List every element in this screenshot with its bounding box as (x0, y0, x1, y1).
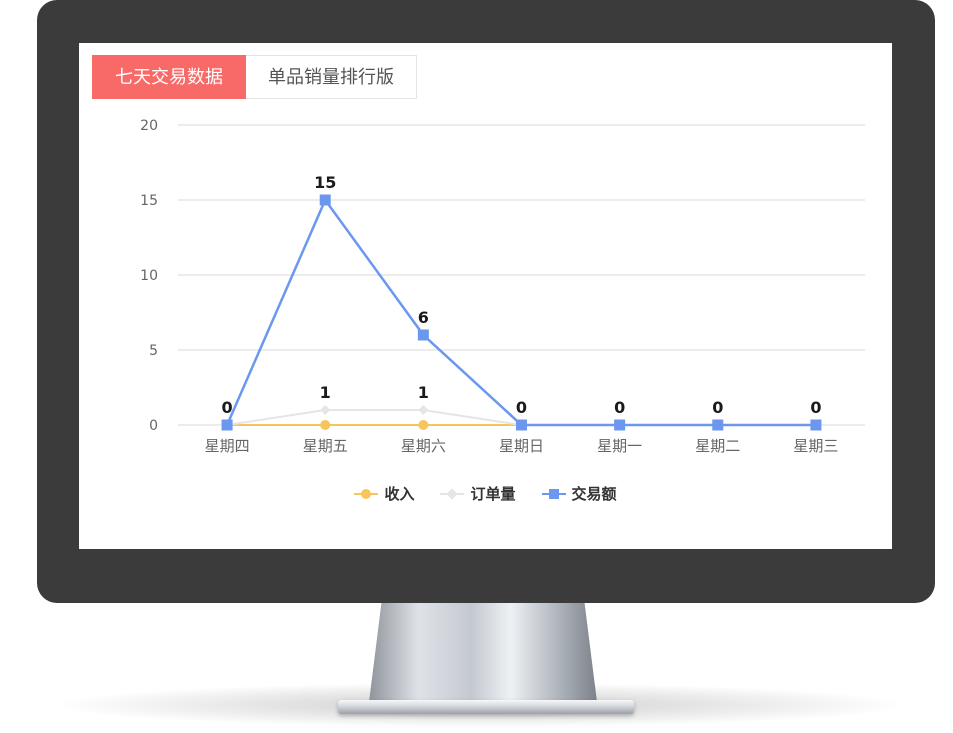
legend-label: 订单量 (470, 485, 516, 503)
data-point (417, 329, 429, 341)
y-tick-label: 5 (149, 343, 158, 359)
legend-item[interactable]: 收入 (354, 483, 414, 504)
square-marker-icon (541, 487, 566, 501)
x-axis-ticks: 星期四 星期五 星期六 星期日 星期一 星期二 星期三 (205, 437, 839, 455)
data-point (516, 419, 527, 431)
y-tick-label: 0 (149, 418, 158, 434)
x-tick-label: 星期六 (401, 437, 446, 455)
x-tick-label: 星期二 (695, 437, 740, 455)
data-label: 0 (810, 398, 821, 417)
data-label: 1 (418, 383, 429, 402)
x-tick-label: 星期五 (303, 437, 348, 455)
legend-item[interactable]: 交易额 (541, 483, 617, 504)
tab-product-sales-ranking[interactable]: 单品销量排行版 (246, 55, 417, 99)
data-point (712, 419, 724, 431)
data-point (320, 420, 331, 430)
y-tick-label: 10 (140, 268, 158, 284)
data-point (221, 419, 233, 431)
data-point (418, 420, 429, 430)
diamond-marker-icon (440, 487, 465, 501)
data-label: 6 (418, 308, 429, 327)
data-label: 0 (516, 398, 527, 417)
monitor-stand (368, 600, 598, 710)
data-point (810, 419, 822, 431)
data-label: 15 (314, 173, 336, 192)
x-tick-label: 星期一 (597, 437, 642, 455)
monitor-stand-base (338, 700, 634, 714)
data-point (319, 194, 331, 206)
x-tick-label: 星期日 (499, 437, 544, 455)
chart-legend: 收入 订单量 交易额 (79, 483, 892, 504)
data-labels: 1 1 0 15 6 0 0 0 0 (222, 173, 822, 417)
data-point (418, 405, 429, 415)
circle-marker-icon (354, 487, 379, 501)
data-label: 0 (614, 398, 625, 417)
y-axis-ticks: 0 5 10 15 20 (140, 118, 158, 434)
legend-item[interactable]: 订单量 (440, 483, 516, 504)
legend-label: 交易额 (571, 485, 617, 503)
x-tick-label: 星期四 (205, 437, 250, 455)
series-line (225, 197, 816, 427)
tab-bar: 七天交易数据 单品销量排行版 (92, 55, 417, 99)
chart-series (221, 194, 822, 431)
chart-grid (178, 124, 865, 426)
data-label: 0 (222, 398, 233, 417)
data-point (614, 419, 626, 431)
tab-seven-day-trade[interactable]: 七天交易数据 (92, 55, 246, 99)
data-label: 1 (320, 383, 331, 402)
data-point (320, 405, 331, 415)
x-tick-label: 星期三 (793, 437, 838, 455)
y-tick-label: 20 (140, 118, 158, 134)
data-label: 0 (712, 398, 723, 417)
legend-label: 收入 (384, 485, 415, 503)
monitor-screen: 七天交易数据 单品销量排行版 0 5 10 15 20 星期四 星期五 星期六 星期日 星期一星… (79, 43, 892, 549)
y-tick-label: 15 (140, 193, 158, 209)
